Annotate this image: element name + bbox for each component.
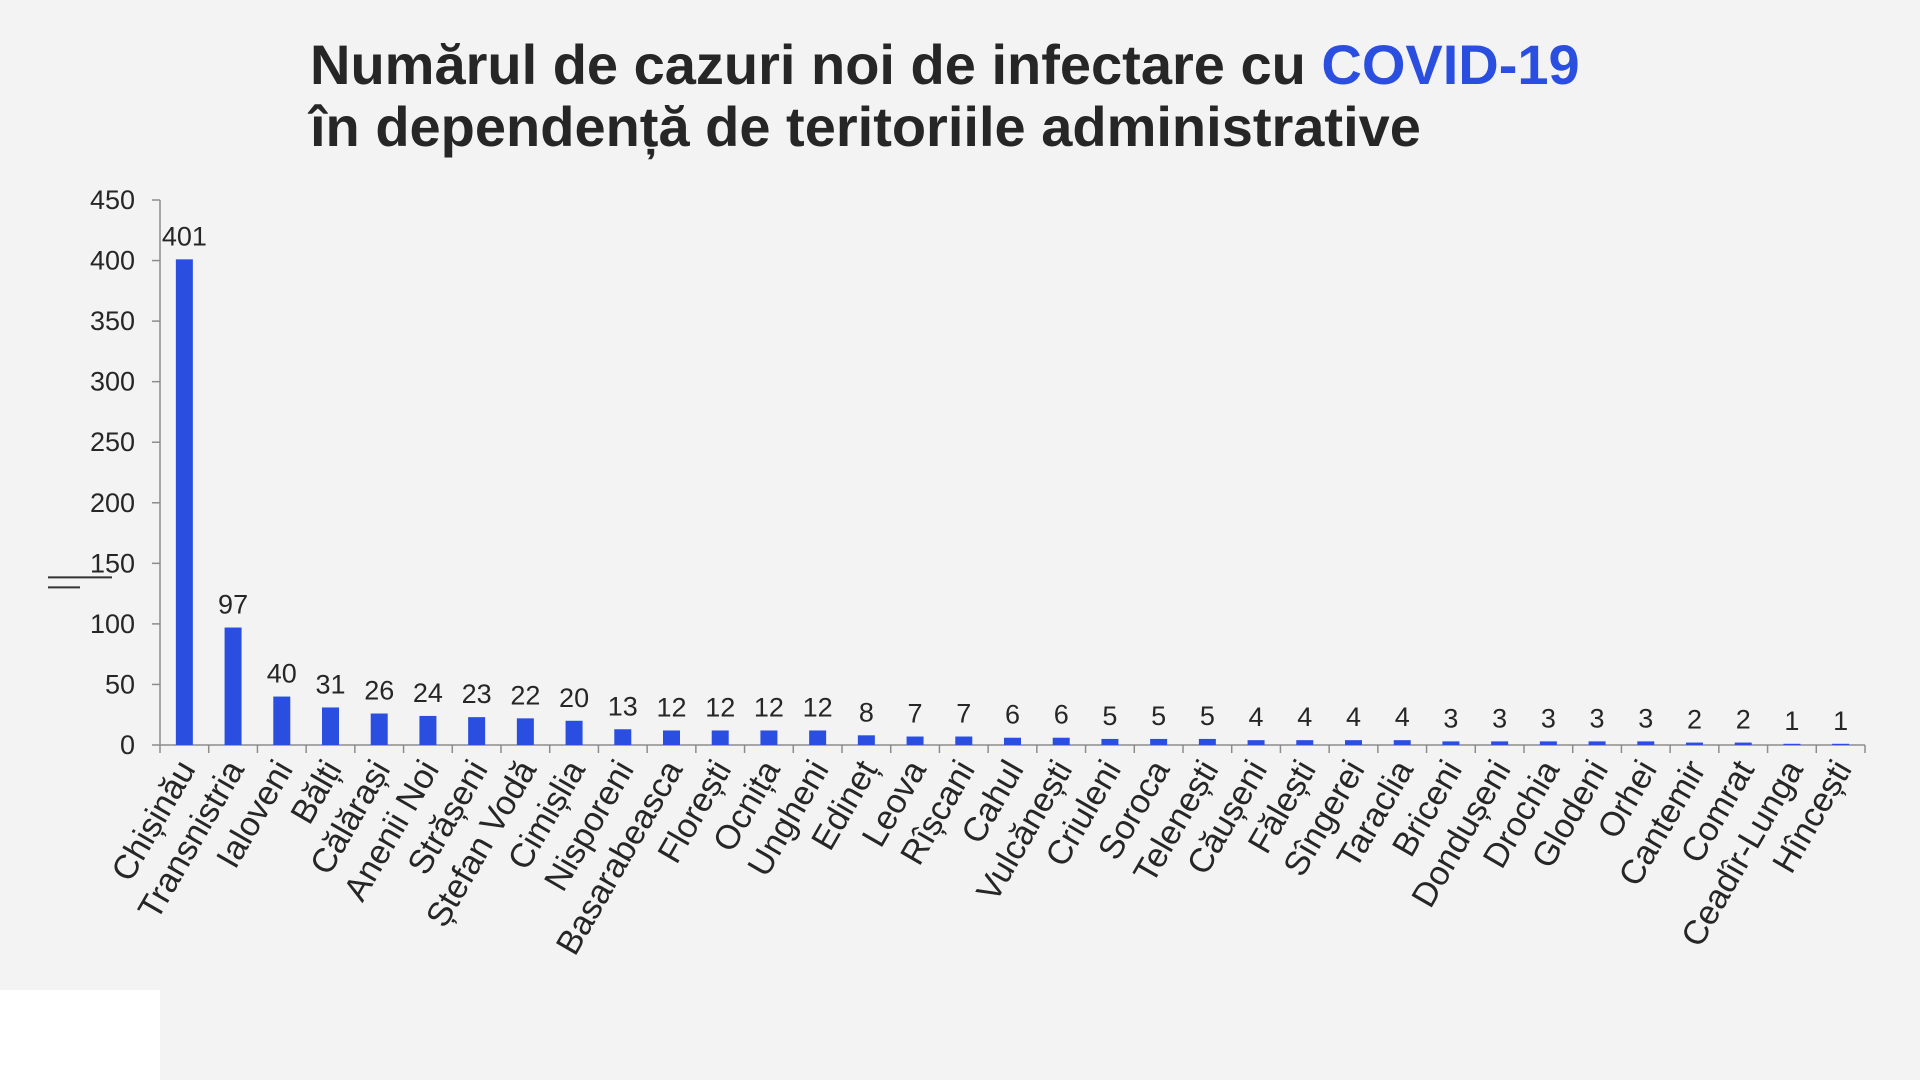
data-label: 40 [267, 659, 297, 689]
bar [1637, 741, 1655, 745]
data-label: 13 [608, 691, 638, 721]
data-label: 22 [510, 680, 540, 710]
data-label: 26 [364, 676, 394, 706]
bar [1296, 740, 1314, 745]
data-label: 7 [956, 699, 971, 729]
bar [1539, 741, 1557, 745]
title-accent: COVID-19 [1321, 33, 1580, 96]
bar [1004, 737, 1021, 745]
title-line-1: Numărul de cazuri noi de infectare cu CO… [310, 34, 1580, 96]
data-label: 3 [1638, 703, 1653, 733]
bar [1198, 738, 1216, 745]
data-label: 2 [1736, 705, 1751, 735]
data-label: 5 [1102, 701, 1117, 731]
corner-patch [0, 990, 160, 1080]
bar [565, 720, 583, 745]
data-label: 5 [1151, 701, 1166, 731]
bar [1832, 743, 1850, 745]
bar [663, 730, 680, 745]
data-label: 4 [1297, 702, 1312, 732]
y-tick-label: 150 [90, 548, 135, 578]
data-label: 401 [162, 221, 207, 251]
bar [1734, 742, 1752, 745]
bar [224, 627, 242, 745]
bar [809, 730, 827, 745]
bar [516, 718, 534, 745]
bar [955, 736, 973, 745]
y-tick-label: 300 [90, 367, 135, 397]
bar [1150, 738, 1168, 745]
data-label: 12 [656, 692, 686, 722]
data-label: 97 [218, 590, 248, 620]
bar [1491, 741, 1509, 745]
bar [614, 729, 632, 745]
bar [322, 707, 339, 745]
bar [1686, 742, 1703, 745]
bar [1783, 743, 1801, 745]
bar [1052, 737, 1070, 745]
chart-title: Numărul de cazuri noi de infectare cu CO… [310, 34, 1580, 158]
data-label: 3 [1590, 703, 1605, 733]
bar [906, 736, 924, 745]
data-label: 31 [315, 669, 345, 699]
data-label: 1 [1833, 706, 1848, 736]
bar [468, 717, 486, 745]
y-tick-label: 400 [90, 246, 135, 276]
data-label: 5 [1200, 701, 1215, 731]
y-tick-label: 200 [90, 488, 135, 518]
data-label: 4 [1249, 702, 1264, 732]
data-label: 3 [1541, 703, 1556, 733]
data-label: 12 [705, 692, 735, 722]
data-label: 6 [1054, 700, 1069, 730]
bar [370, 713, 388, 745]
data-label: 20 [559, 683, 589, 713]
bar [175, 259, 193, 745]
y-tick-label: 50 [105, 669, 135, 699]
data-label: 3 [1492, 703, 1507, 733]
y-tick-label: 250 [90, 427, 135, 457]
data-label: 8 [859, 697, 874, 727]
title-prefix: Numărul de cazuri noi de infectare cu [310, 33, 1322, 96]
data-label: 12 [754, 692, 784, 722]
bar [1101, 738, 1119, 745]
bar [857, 735, 875, 745]
title-line-2: în dependență de teritoriile administrat… [310, 95, 1421, 158]
data-label: 24 [413, 678, 443, 708]
bar [711, 730, 729, 745]
data-label: 23 [462, 679, 492, 709]
y-tick-label: 350 [90, 306, 135, 336]
data-label: 7 [908, 699, 923, 729]
data-label: 2 [1687, 705, 1702, 735]
bar [760, 730, 778, 745]
bar [1393, 740, 1411, 745]
bar [1588, 741, 1606, 745]
data-label: 12 [803, 692, 833, 722]
data-label: 6 [1005, 700, 1020, 730]
bar [1442, 741, 1460, 745]
bar [1247, 740, 1265, 745]
y-tick-label: 0 [120, 730, 135, 760]
data-label: 3 [1443, 703, 1458, 733]
y-tick-label: 100 [90, 609, 135, 639]
bar [273, 696, 291, 745]
data-label: 1 [1784, 706, 1799, 736]
y-tick-label: 450 [90, 185, 135, 215]
data-label: 4 [1395, 702, 1410, 732]
data-label: 4 [1346, 702, 1361, 732]
bar [1345, 740, 1362, 745]
bar [419, 715, 437, 745]
